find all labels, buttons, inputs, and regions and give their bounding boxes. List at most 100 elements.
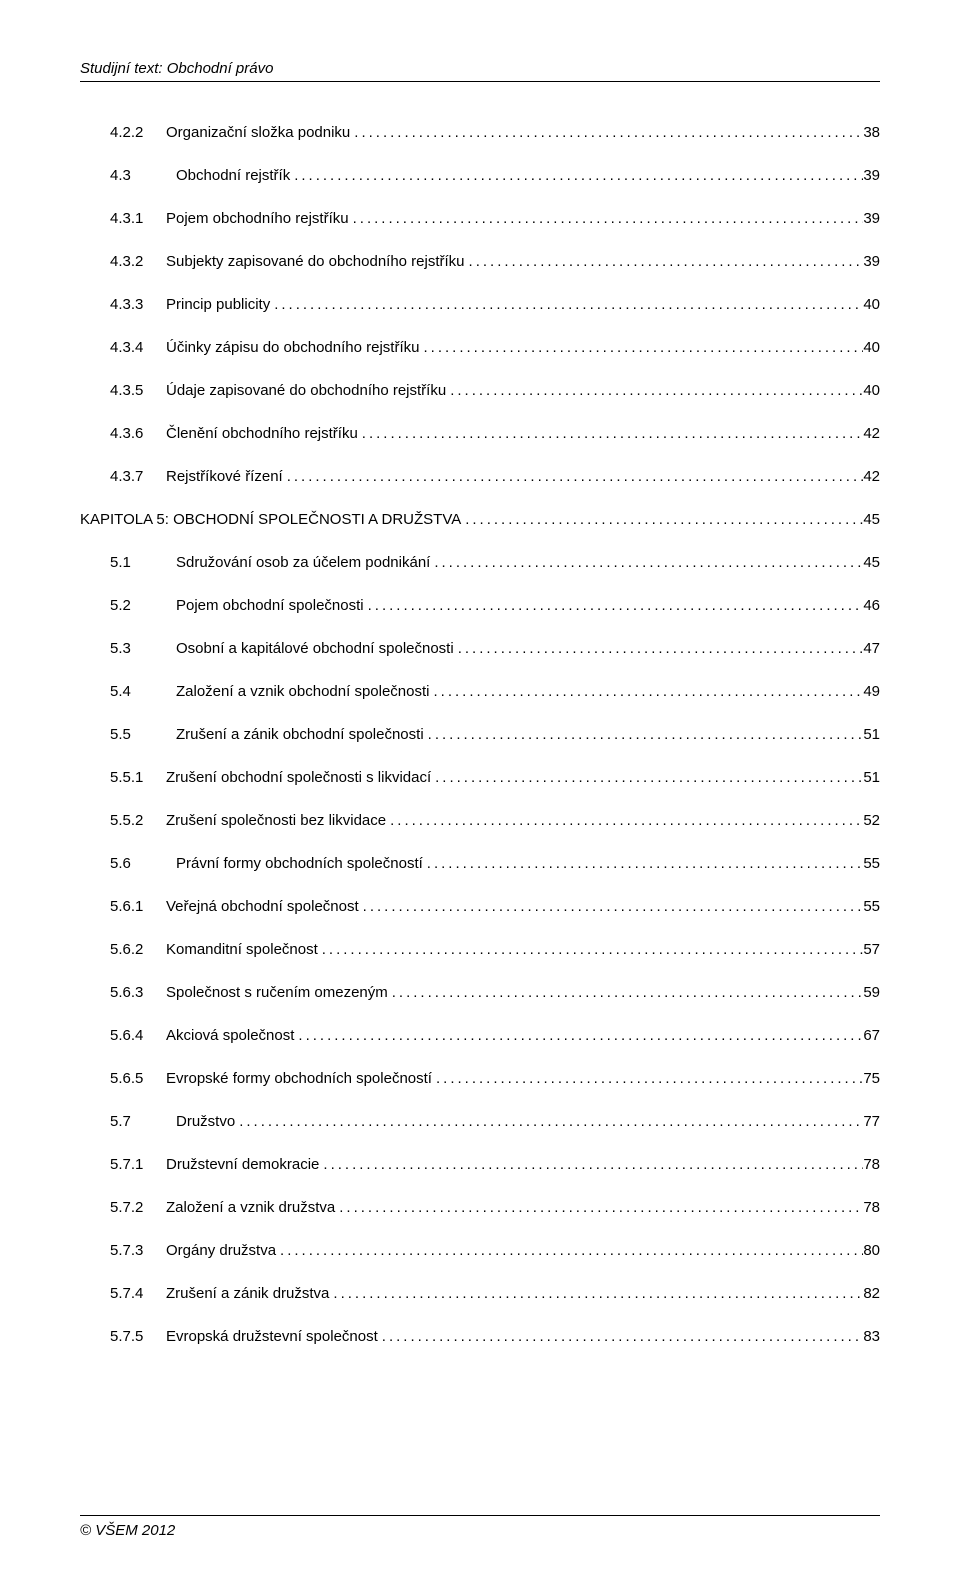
toc-page-number: 45	[863, 509, 880, 530]
toc-title: Údaje zapisované do obchodního rejstříku	[162, 380, 446, 401]
toc-title: Organizační složka podniku	[162, 122, 350, 143]
table-of-contents: 4.2.2Organizační složka podniku 38 4.3Obc…	[80, 122, 880, 1347]
toc-leader-dots	[335, 1197, 863, 1218]
toc-leader-dots	[429, 681, 863, 702]
toc-number: 4.3.7	[110, 466, 162, 487]
toc-entry: 5.2Pojem obchodní společnosti 46	[80, 595, 880, 616]
toc-title: Členění obchodního rejstříku	[162, 423, 358, 444]
toc-number: 5.3	[110, 638, 172, 659]
toc-title: Princip publicity	[162, 294, 270, 315]
toc-page-number: 67	[863, 1025, 880, 1046]
toc-entry: 5.5Zrušení a zánik obchodní společnosti …	[80, 724, 880, 745]
toc-title: Pojem obchodní společnosti	[172, 595, 364, 616]
toc-leader-dots	[446, 380, 863, 401]
toc-title: Subjekty zapisované do obchodního rejstř…	[162, 251, 465, 272]
toc-title: Obchodní rejstřík	[172, 165, 290, 186]
toc-title: Právní formy obchodních společností	[172, 853, 423, 874]
toc-number: 4.3.2	[110, 251, 162, 272]
toc-page-number: 39	[863, 208, 880, 229]
toc-page-number: 40	[863, 337, 880, 358]
page: Studijní text: Obchodní právo 4.2.2Organ…	[0, 0, 960, 1589]
page-header: Studijní text: Obchodní právo	[80, 60, 880, 82]
toc-number: 4.2.2	[110, 122, 162, 143]
toc-title: Evropská družstevní společnost	[162, 1326, 378, 1347]
toc-entry: 5.6Právní formy obchodních společností 5…	[80, 853, 880, 874]
toc-title: Zrušení obchodní společnosti s likvidací	[162, 767, 431, 788]
toc-leader-dots	[423, 853, 864, 874]
toc-number: 5.4	[110, 681, 172, 702]
toc-page-number: 39	[863, 251, 880, 272]
toc-title: Společnost s ručením omezeným	[162, 982, 388, 1003]
toc-leader-dots	[319, 1154, 863, 1175]
toc-number: 5.2	[110, 595, 172, 616]
toc-leader-dots	[290, 165, 863, 186]
toc-title: Sdružování osob za účelem podnikání	[172, 552, 430, 573]
toc-number: 5.7.1	[110, 1154, 162, 1175]
toc-entry: 5.4Založení a vznik obchodní společnosti…	[80, 681, 880, 702]
toc-page-number: 45	[863, 552, 880, 573]
toc-title: Orgány družstva	[162, 1240, 276, 1261]
toc-number: KAPITOLA 5: OBCHODNÍ SPOLEČNOSTI A DRUŽS…	[80, 509, 461, 530]
toc-page-number: 51	[863, 724, 880, 745]
toc-page-number: 38	[863, 122, 880, 143]
toc-leader-dots	[235, 1111, 863, 1132]
toc-number: 4.3.3	[110, 294, 162, 315]
toc-entry: 5.1Sdružování osob za účelem podnikání 4…	[80, 552, 880, 573]
toc-number: 4.3	[110, 165, 172, 186]
toc-page-number: 42	[863, 423, 880, 444]
toc-entry: 4.3Obchodní rejstřík 39	[80, 165, 880, 186]
toc-entry: 5.6.5Evropské formy obchodních společnos…	[80, 1068, 880, 1089]
toc-leader-dots	[318, 939, 864, 960]
toc-number: 5.6.5	[110, 1068, 162, 1089]
toc-leader-dots	[364, 595, 864, 616]
toc-leader-dots	[432, 1068, 863, 1089]
toc-number: 5.1	[110, 552, 172, 573]
toc-entry: 4.3.1Pojem obchodního rejstříku 39	[80, 208, 880, 229]
toc-number: 5.5.1	[110, 767, 162, 788]
toc-page-number: 51	[863, 767, 880, 788]
toc-title: Zrušení a zánik družstva	[162, 1283, 329, 1304]
toc-number: 5.7.4	[110, 1283, 162, 1304]
toc-entry: 4.3.4Účinky zápisu do obchodního rejstří…	[80, 337, 880, 358]
toc-entry: 5.7.5Evropská družstevní společnost 83	[80, 1326, 880, 1347]
toc-entry: 5.6.4Akciová společnost 67	[80, 1025, 880, 1046]
toc-number: 5.6.4	[110, 1025, 162, 1046]
toc-number: 4.3.1	[110, 208, 162, 229]
toc-entry: KAPITOLA 5: OBCHODNÍ SPOLEČNOSTI A DRUŽS…	[80, 509, 880, 530]
toc-leader-dots	[424, 724, 864, 745]
toc-page-number: 46	[863, 595, 880, 616]
toc-number: 5.6	[110, 853, 172, 874]
toc-page-number: 40	[863, 380, 880, 401]
page-footer: © VŠEM 2012	[80, 1515, 880, 1539]
toc-entry: 5.3Osobní a kapitálové obchodní společno…	[80, 638, 880, 659]
toc-page-number: 55	[863, 853, 880, 874]
toc-entry: 5.7.2Založení a vznik družstva 78	[80, 1197, 880, 1218]
toc-leader-dots	[378, 1326, 864, 1347]
toc-page-number: 78	[863, 1197, 880, 1218]
toc-page-number: 42	[863, 466, 880, 487]
toc-title: Veřejná obchodní společnost	[162, 896, 359, 917]
toc-leader-dots	[329, 1283, 863, 1304]
toc-title: Účinky zápisu do obchodního rejstříku	[162, 337, 419, 358]
toc-page-number: 47	[863, 638, 880, 659]
toc-page-number: 77	[863, 1111, 880, 1132]
toc-number: 4.3.4	[110, 337, 162, 358]
toc-page-number: 55	[863, 896, 880, 917]
toc-title: Založení a vznik obchodní společnosti	[172, 681, 429, 702]
toc-page-number: 40	[863, 294, 880, 315]
toc-leader-dots	[461, 509, 863, 530]
toc-page-number: 59	[863, 982, 880, 1003]
toc-title: Pojem obchodního rejstříku	[162, 208, 349, 229]
toc-number: 5.6.2	[110, 939, 162, 960]
toc-entry: 4.2.2Organizační složka podniku 38	[80, 122, 880, 143]
toc-page-number: 75	[863, 1068, 880, 1089]
toc-entry: 5.7Družstvo 77	[80, 1111, 880, 1132]
toc-leader-dots	[283, 466, 864, 487]
toc-leader-dots	[294, 1025, 863, 1046]
toc-entry: 5.7.4Zrušení a zánik družstva 82	[80, 1283, 880, 1304]
toc-title: Založení a vznik družstva	[162, 1197, 335, 1218]
toc-page-number: 57	[863, 939, 880, 960]
toc-title: Zrušení a zánik obchodní společnosti	[172, 724, 424, 745]
toc-page-number: 39	[863, 165, 880, 186]
toc-entry: 5.5.2Zrušení společnosti bez likvidace 5…	[80, 810, 880, 831]
